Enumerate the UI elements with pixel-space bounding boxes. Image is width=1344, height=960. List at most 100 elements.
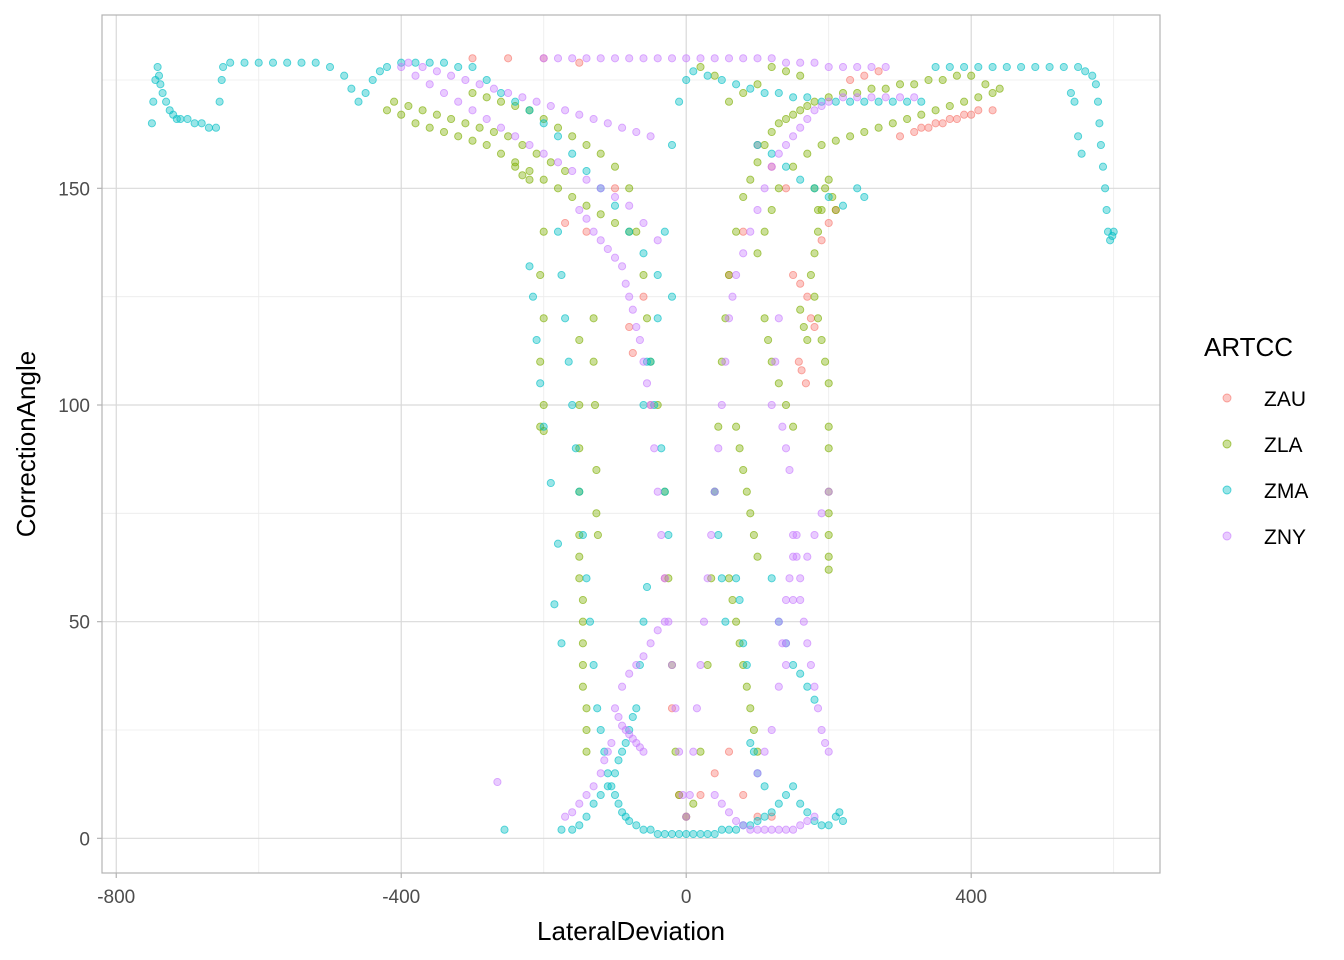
data-point — [781, 825, 791, 834]
data-point — [197, 119, 206, 128]
data-point — [596, 236, 605, 245]
data-point — [824, 218, 833, 228]
x-axis-title: LateralDeviation — [537, 916, 725, 946]
data-point — [817, 725, 826, 735]
data-point — [618, 123, 627, 132]
data-point — [910, 127, 919, 137]
data-point — [418, 62, 427, 72]
data-point — [717, 75, 726, 85]
data-point — [653, 829, 662, 839]
data-point — [732, 270, 741, 280]
data-point — [796, 58, 805, 67]
data-point — [732, 825, 741, 834]
data-point — [806, 660, 815, 670]
data-point — [667, 829, 677, 839]
data-point — [742, 682, 751, 691]
data-point — [714, 530, 723, 540]
data-point — [504, 54, 513, 63]
data-point — [439, 127, 449, 137]
data-point — [536, 357, 545, 366]
y-tick-label: 100 — [58, 396, 90, 417]
data-point — [639, 292, 648, 301]
legend-key-zny — [1222, 531, 1232, 541]
data-point — [575, 335, 584, 345]
data-point — [482, 93, 491, 102]
data-point — [789, 270, 798, 280]
data-point — [853, 184, 862, 193]
data-point — [397, 62, 406, 72]
data-point — [575, 58, 584, 67]
data-point — [461, 75, 470, 85]
data-point — [154, 71, 164, 80]
data-point — [653, 487, 662, 496]
data-point — [482, 140, 491, 150]
data-point — [354, 97, 363, 106]
data-point — [781, 184, 791, 193]
data-point — [781, 67, 791, 76]
data-point — [739, 227, 748, 236]
data-point — [525, 175, 534, 184]
data-point — [639, 617, 648, 626]
data-point — [760, 747, 769, 756]
data-point — [610, 201, 620, 210]
data-point — [867, 84, 876, 93]
data-point — [924, 75, 933, 85]
data-point — [1088, 71, 1097, 80]
data-point — [454, 132, 463, 141]
data-point — [653, 236, 662, 245]
data-point — [1074, 62, 1083, 72]
data-point — [739, 54, 748, 63]
data-point — [803, 816, 812, 826]
legend-label-zla: ZLA — [1264, 434, 1303, 457]
data-point — [382, 62, 392, 72]
data-point — [482, 75, 491, 85]
data-point — [539, 54, 548, 63]
data-point — [557, 825, 566, 834]
data-point — [439, 88, 449, 98]
data-point — [960, 97, 969, 106]
data-point — [952, 114, 961, 124]
data-point — [860, 97, 869, 106]
data-point — [525, 140, 534, 150]
data-point — [610, 54, 620, 63]
data-point — [1098, 162, 1108, 171]
data-point — [639, 825, 648, 834]
data-point — [475, 123, 484, 132]
data-point — [760, 812, 769, 821]
data-point — [732, 80, 741, 89]
data-point — [557, 639, 566, 648]
data-point — [838, 93, 848, 102]
data-point — [796, 574, 805, 583]
data-point — [553, 158, 563, 167]
data-point — [589, 227, 598, 236]
data-point — [796, 123, 805, 132]
data-point — [824, 821, 833, 830]
data-point — [553, 539, 563, 548]
data-point — [781, 114, 791, 124]
data-point — [860, 192, 869, 202]
data-point — [810, 97, 819, 106]
data-point — [767, 62, 776, 72]
data-point — [853, 62, 862, 72]
data-point — [297, 58, 306, 67]
data-point — [411, 58, 420, 67]
data-point — [810, 292, 819, 301]
data-point — [650, 444, 659, 453]
data-point — [603, 782, 612, 791]
data-point — [532, 149, 541, 158]
data-point — [781, 162, 791, 171]
data-point — [785, 465, 794, 475]
data-point — [853, 88, 862, 98]
data-point — [974, 106, 983, 115]
data-point — [525, 166, 534, 176]
data-point — [582, 747, 591, 756]
data-point — [582, 812, 591, 821]
data-point — [739, 192, 748, 202]
data-point — [568, 132, 577, 141]
data-point — [853, 93, 862, 102]
data-point — [610, 162, 620, 171]
data-point — [817, 335, 826, 345]
data-point — [767, 54, 776, 63]
data-point — [632, 821, 641, 830]
data-point — [774, 825, 783, 834]
